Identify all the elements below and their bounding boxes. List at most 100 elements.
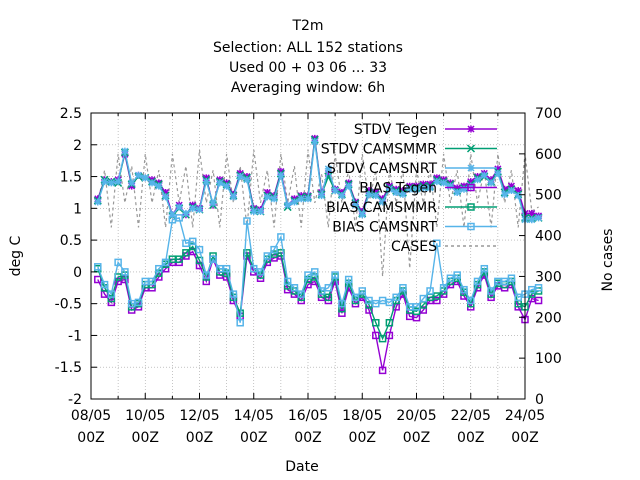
series-point	[243, 176, 251, 184]
y2-tick-label: 0	[535, 392, 544, 408]
series-point	[318, 192, 326, 200]
series-point	[480, 171, 488, 179]
series-point	[263, 188, 271, 196]
series-point	[202, 271, 211, 279]
series-line	[97, 139, 539, 219]
series-point	[358, 287, 366, 295]
y2-tick-label: 300	[535, 269, 562, 285]
series-point	[290, 284, 299, 292]
series-point	[121, 268, 129, 276]
series-point	[507, 187, 515, 195]
series-point	[419, 184, 427, 192]
series-point	[433, 178, 441, 186]
title-line-1: T2m	[291, 18, 323, 34]
series-point	[311, 273, 319, 281]
series-point	[446, 182, 454, 190]
series-point	[195, 206, 204, 214]
series-point	[467, 222, 475, 231]
series-point	[433, 239, 441, 248]
legend: STDV Tegen STDV CAMSMMR STDV CAMSNRT BIAS T…	[321, 122, 497, 255]
series-point	[514, 192, 522, 200]
series-point	[297, 195, 305, 203]
series-point	[290, 198, 298, 206]
series-point	[494, 169, 502, 177]
x-tick-label-date: 24/05	[505, 408, 545, 424]
y2-tick-label: 600	[535, 147, 562, 163]
y-tick-label: -1	[68, 328, 82, 344]
series-point	[277, 233, 285, 241]
series-point	[433, 292, 441, 300]
series-point	[426, 180, 434, 188]
series-point	[263, 252, 272, 260]
series-point	[101, 178, 109, 186]
y-tick-label: 2.5	[60, 106, 82, 122]
series-point	[270, 195, 278, 203]
series-point	[338, 192, 346, 200]
series-line	[97, 149, 539, 277]
x-tick-label-date: 16/05	[288, 408, 328, 424]
x-tick-label-hour: 00Z	[294, 430, 321, 446]
series-point	[514, 187, 522, 195]
y-tick-label: -2	[68, 392, 82, 408]
series-point	[297, 290, 305, 298]
series-point	[480, 264, 489, 273]
series-point	[202, 174, 210, 182]
series-point	[243, 249, 251, 257]
series-point	[168, 255, 177, 263]
y-tick-label: 1	[73, 201, 82, 217]
series-point	[378, 334, 387, 343]
series-point	[406, 185, 414, 193]
series-point	[162, 193, 170, 201]
series-point	[134, 298, 143, 307]
series-point	[453, 271, 461, 279]
series-point	[446, 274, 455, 282]
series-point	[182, 209, 190, 217]
x-tick-label-hour: 00Z	[132, 430, 159, 446]
series-point	[507, 182, 515, 190]
series-point	[94, 263, 102, 271]
series-point	[277, 167, 285, 176]
series-point	[257, 207, 265, 216]
series-point	[439, 284, 448, 292]
x-tick-label-hour: 00Z	[403, 430, 430, 446]
y2-tick-label: 700	[535, 106, 562, 122]
series-point	[467, 203, 475, 211]
series-point	[168, 211, 176, 219]
series-point	[311, 138, 319, 146]
series-point	[379, 198, 387, 206]
series-point	[365, 190, 373, 198]
series-point	[426, 287, 434, 295]
series-point	[229, 193, 237, 201]
series-point	[317, 287, 326, 295]
series-point	[385, 318, 394, 327]
title-line-4: Averaging window: 6h	[231, 80, 385, 96]
axes: -2 -1.5 -1 -0.5 0 0.5 1 1.5 2 2.5 0 100 200 300 400 500…	[55, 106, 562, 446]
series-point	[175, 203, 183, 211]
series-point	[433, 174, 441, 182]
series-point	[175, 255, 183, 263]
series-point	[94, 275, 102, 284]
series-point	[324, 169, 332, 177]
series-point	[500, 277, 509, 286]
series-point	[222, 264, 231, 273]
series-point	[365, 187, 373, 195]
series-point	[365, 296, 373, 305]
series-point	[460, 185, 468, 193]
series-point	[365, 306, 373, 314]
series-point	[372, 318, 380, 327]
series-point	[487, 179, 495, 187]
series-layer	[93, 134, 543, 375]
series-point	[338, 309, 346, 317]
series-point	[256, 268, 265, 276]
series-point	[351, 293, 360, 302]
series-point	[114, 178, 122, 186]
series-point	[100, 280, 109, 289]
series-point	[107, 290, 116, 298]
series-point	[351, 201, 359, 209]
series-point	[467, 296, 475, 305]
y2-tick-label: 200	[535, 310, 562, 326]
series-point	[324, 284, 333, 292]
series-point	[344, 275, 353, 284]
series-point	[528, 209, 536, 217]
